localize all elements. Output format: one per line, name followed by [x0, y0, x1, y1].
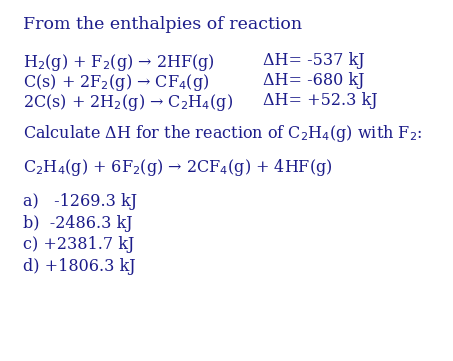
Text: ΔH= -680 kJ: ΔH= -680 kJ [263, 72, 364, 89]
Text: 2C(s) + 2H$_2$(g) → C$_2$H$_4$(g): 2C(s) + 2H$_2$(g) → C$_2$H$_4$(g) [23, 92, 233, 113]
Text: b)  -2486.3 kJ: b) -2486.3 kJ [23, 215, 132, 232]
Text: ΔH= -537 kJ: ΔH= -537 kJ [263, 52, 364, 69]
Text: a)   -1269.3 kJ: a) -1269.3 kJ [23, 193, 137, 210]
Text: d) +1806.3 kJ: d) +1806.3 kJ [23, 258, 135, 275]
Text: Calculate ΔH for the reaction of C$_2$H$_4$(g) with F$_2$:: Calculate ΔH for the reaction of C$_2$H$… [23, 123, 422, 144]
Text: From the enthalpies of reaction: From the enthalpies of reaction [23, 16, 302, 33]
Text: H$_2$(g) + F$_2$(g) → 2HF(g): H$_2$(g) + F$_2$(g) → 2HF(g) [23, 52, 215, 73]
Text: C(s) + 2F$_2$(g) → CF$_4$(g): C(s) + 2F$_2$(g) → CF$_4$(g) [23, 72, 209, 93]
Text: ΔH= +52.3 kJ: ΔH= +52.3 kJ [263, 92, 377, 109]
Text: C$_2$H$_4$(g) + 6F$_2$(g) → 2CF$_4$(g) + 4HF(g): C$_2$H$_4$(g) + 6F$_2$(g) → 2CF$_4$(g) +… [23, 157, 332, 178]
Text: c) +2381.7 kJ: c) +2381.7 kJ [23, 236, 134, 253]
